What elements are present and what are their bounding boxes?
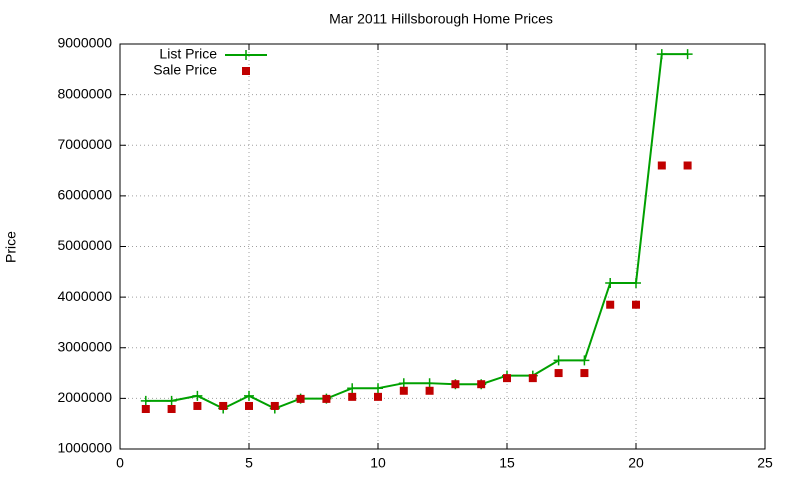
point-marker	[399, 386, 408, 395]
point-marker	[244, 390, 254, 401]
x-tick-label: 15	[499, 455, 515, 471]
point-marker	[167, 405, 176, 414]
point-marker	[683, 161, 692, 170]
point-marker	[219, 401, 228, 410]
point-marker	[374, 392, 382, 401]
point-marker	[682, 49, 693, 60]
point-marker	[192, 390, 203, 401]
y-tick-label: 6000000	[57, 187, 112, 203]
x-tick-label: 5	[245, 455, 253, 471]
y-tick-label: 2000000	[57, 389, 112, 405]
point-marker	[503, 374, 511, 383]
point-marker	[554, 369, 563, 378]
y-tick-label: 8000000	[57, 85, 112, 101]
point-marker	[166, 395, 177, 406]
point-marker	[140, 395, 151, 406]
series-line	[145, 53, 688, 410]
point-marker	[477, 380, 486, 389]
point-marker	[322, 394, 331, 403]
legend-label: Sale Price	[153, 62, 217, 78]
point-marker	[373, 383, 383, 394]
y-tick-label: 7000000	[57, 136, 112, 152]
point-marker	[606, 300, 615, 309]
x-tick-label: 0	[116, 455, 124, 471]
point-marker	[632, 300, 640, 309]
point-marker	[657, 161, 666, 170]
point-marker	[579, 355, 590, 366]
point-marker	[425, 386, 434, 395]
point-marker	[193, 401, 202, 410]
point-marker	[270, 401, 279, 410]
point-marker	[245, 401, 253, 410]
x-tick-label: 20	[628, 455, 644, 471]
point-marker	[553, 355, 564, 366]
x-tick-label: 25	[757, 455, 773, 471]
point-marker	[656, 49, 667, 60]
point-marker	[528, 374, 537, 383]
y-tick-label: 9000000	[57, 35, 112, 51]
x-tick-label: 10	[370, 455, 386, 471]
y-tick-label: 5000000	[57, 237, 112, 253]
point-marker	[347, 383, 358, 394]
legend-label: List Price	[159, 46, 217, 62]
y-tick-label: 4000000	[57, 288, 112, 304]
point-marker	[631, 277, 641, 288]
y-tick-label: 1000000	[57, 440, 112, 456]
point-marker	[141, 405, 150, 414]
point-marker	[296, 394, 305, 403]
y-tick-label: 3000000	[57, 338, 112, 354]
chart-title: Mar 2011 Hillsborough Home Prices	[329, 11, 553, 27]
plot-border	[119, 43, 766, 450]
legend-marker	[241, 50, 251, 60]
y-axis-label: Price	[3, 231, 19, 263]
point-marker	[424, 378, 435, 389]
point-marker	[451, 380, 460, 389]
point-marker	[348, 392, 357, 401]
point-marker	[605, 277, 616, 288]
point-marker	[398, 378, 409, 389]
point-marker	[580, 369, 589, 378]
legend-marker	[242, 67, 250, 75]
